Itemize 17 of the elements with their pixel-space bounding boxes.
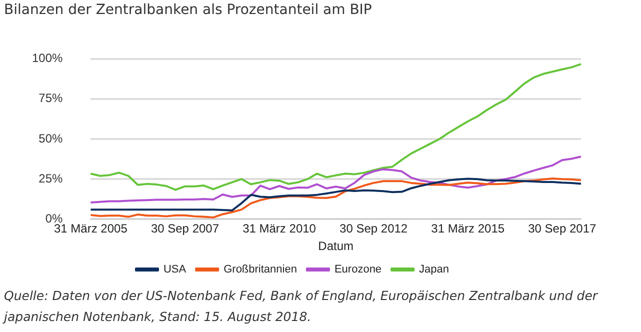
legend-label: Japan (419, 264, 450, 276)
x-tick-label: 31 März 2015 (431, 222, 505, 236)
x-tick-label: 30 Sep 2017 (528, 222, 596, 236)
legend-label: Großbritannien (224, 264, 297, 276)
y-tick-label: 25% (38, 171, 64, 186)
y-tick-label: 100% (32, 51, 64, 66)
y-tick-label: 50% (38, 131, 64, 146)
legend-label: Eurozone (334, 264, 382, 276)
x-tick-label: 30 Sep 2012 (340, 222, 408, 236)
x-tick-label: 31 März 2005 (54, 222, 128, 236)
chart-title: Bilanzen der Zentralbanken als Prozentanteil am BIP (4, 2, 372, 18)
x-axis-title: Datum (318, 239, 354, 254)
x-tick-label: 30 Sep 2007 (150, 222, 220, 236)
x-tick-label: 31 März 2010 (242, 222, 316, 236)
legend-label: USA (163, 264, 187, 276)
source-note: Quelle: Daten von der US-Notenbank Fed, Bank of England, Europäischen Zentralbank und der japanischen Notenbank, Stand: 15. August 2018. (4, 287, 600, 326)
y-tick-label: 75% (38, 91, 64, 106)
